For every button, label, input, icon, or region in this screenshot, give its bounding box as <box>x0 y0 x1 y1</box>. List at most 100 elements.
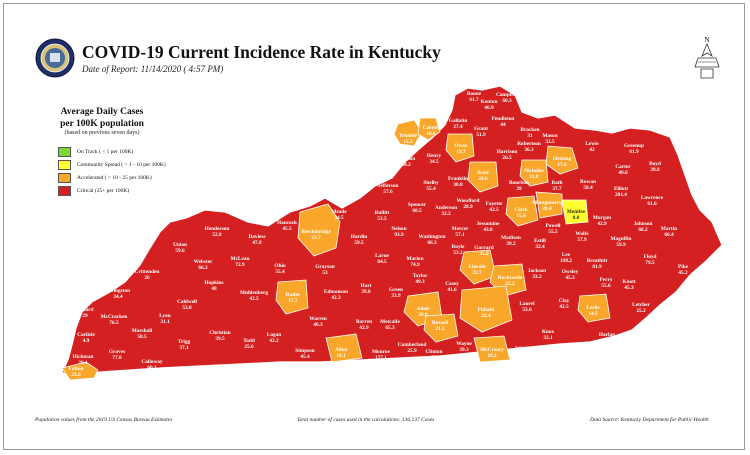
todd-county-name: Todd <box>243 338 255 344</box>
simpson-county-name: Simpson <box>295 348 314 354</box>
report-date: Date of Report: 11/14/2020 ( 4:57 PM) <box>82 64 224 74</box>
map-title: COVID-19 Current Incidence Rate in Kentu… <box>82 42 441 62</box>
legend-title: Average Daily Cases per 100K population <box>47 106 157 130</box>
elliott-county-rate: 201.4 <box>615 192 627 198</box>
greenup-county-name: Greenup <box>624 143 644 149</box>
jessamine-county-rate: 43.8 <box>483 227 493 233</box>
laurel-county-rate: 53.6 <box>522 307 532 313</box>
legend-label: Accelerated ( > 10 - 25 per 100K) <box>77 174 152 181</box>
franklin-county-name: Franklin <box>448 176 468 182</box>
hopkins-county-rate: 48 <box>211 286 217 292</box>
legend-label: Critical (25+ per 100K) <box>77 187 130 194</box>
hart-county-name: Hart <box>361 283 372 289</box>
casey-county-rate: 41.6 <box>447 287 457 293</box>
russell-county-rate: 21.5 <box>435 326 445 332</box>
harlan-county-rate: 34.1 <box>602 338 612 344</box>
powell-county-name: Powell <box>545 223 561 229</box>
garrard-county-name: Garrard <box>474 245 493 251</box>
lewis-county-name: Lewis <box>585 141 598 147</box>
knott-county-rate: 45.3 <box>624 285 634 291</box>
harrison-county-rate: 26.5 <box>502 155 512 161</box>
logan-county-rate: 42.2 <box>269 338 279 344</box>
clay-county-name: Clay <box>559 298 570 304</box>
accelerated-county-shapes <box>61 117 611 381</box>
legend-title-line1: Average Daily Cases <box>60 107 144 117</box>
laurel-county-name: Laurel <box>519 301 535 307</box>
kenton-county-name: Kenton <box>481 99 498 105</box>
legend: On Track ( < 1 per 100K) Community Spread… <box>58 145 166 197</box>
carroll-county-rate: 18.8 <box>426 131 436 137</box>
floyd-county-rate: 79.5 <box>645 260 655 266</box>
rockcastle-county-name: Rockcastle <box>498 275 523 281</box>
henry-county-name: Henry <box>427 153 442 159</box>
letcher-county-rate: 25.2 <box>636 308 646 314</box>
campbell-county-name: Campbell <box>496 92 519 98</box>
mercer-county-name: Mercer <box>452 226 469 232</box>
meade-county-name: Meade <box>331 209 347 215</box>
taylor-county-name: Taylor <box>413 273 428 279</box>
mason-county-name: Mason <box>542 133 557 139</box>
legend-swatch <box>58 185 71 196</box>
leslie-county-rate: 14.5 <box>588 311 598 317</box>
wayne-county-rate: 39.3 <box>459 347 469 353</box>
hancock-county-name: Hancock <box>277 220 297 226</box>
mccreary-county-name: McCreary <box>480 347 504 353</box>
butler-county-rate: 17.7 <box>288 298 298 304</box>
pike-county-name: Pike <box>678 264 689 270</box>
spencer-county-name: Spencer <box>408 202 427 208</box>
mccreary-county-shape <box>473 335 511 363</box>
madison-county-rate: 39.2 <box>506 241 516 247</box>
fulton-county-rate: 23.9 <box>71 372 81 378</box>
trigg-county-rate: 37.1 <box>179 345 189 351</box>
oldham-county-rate: 34.2 <box>401 162 411 168</box>
lincoln-county-shape <box>459 249 497 285</box>
footer-population-note: Population values from the 2019 US Censu… <box>35 417 173 423</box>
edmonson-county-rate: 42.3 <box>331 295 341 301</box>
legend-swatch <box>58 159 71 170</box>
boyle-county-name: Boyle <box>452 244 465 250</box>
legend-note: (based on previous seven days) <box>64 130 140 136</box>
russell-county-name: Russell <box>432 320 449 326</box>
allen-county-name: Allen <box>335 347 347 353</box>
footer-total-cases: Total number of cases used in the calcul… <box>297 417 435 423</box>
larue-county-rate: 64.5 <box>377 259 387 265</box>
owsley-county-rate: 45.3 <box>565 275 575 281</box>
ohio-county-name: Ohio <box>274 263 286 269</box>
letcher-county-name: Letcher <box>632 302 650 308</box>
map-frame <box>3 3 745 450</box>
fulton-county-name: Fulton <box>68 366 83 372</box>
greenup-county-rate: 61.9 <box>629 149 639 155</box>
magoffin-county-name: Magoffin <box>611 236 632 242</box>
mason-county-rate: 33.5 <box>545 139 555 145</box>
ohio-county-rate: 55.4 <box>275 269 285 275</box>
pulaski-county-shape <box>459 285 513 333</box>
marion-county-name: Marion <box>406 256 423 262</box>
green-county-rate: 33.9 <box>391 293 401 299</box>
lincoln-county-rate: 22.7 <box>472 270 482 276</box>
gallatin-county-name: Gallatin <box>449 118 468 124</box>
kentucky-seal-logo <box>35 38 75 78</box>
morgan-county-name: Morgan <box>593 215 611 221</box>
henry-county-rate: 34.5 <box>429 159 439 165</box>
mclean-county-name: McLean <box>231 256 250 262</box>
legend-swatch <box>58 172 71 183</box>
breckinridge-county-name: Breckinridge <box>301 229 331 235</box>
garrard-county-rate: 35.9 <box>479 251 489 257</box>
jessamine-county-name: Jessamine <box>477 221 501 227</box>
johnson-county-name: Johnson <box>634 221 653 227</box>
rockcastle-county-rate: 22.2 <box>505 281 515 287</box>
henderson-county-name: Henderson <box>205 226 230 232</box>
washington-county-name: Washington <box>418 234 445 240</box>
livingston-county-name: Livingston <box>106 288 130 294</box>
magoffin-county-rate: 59.9 <box>616 242 626 248</box>
campbell-county-rate: 60.3 <box>502 98 512 104</box>
trimble-county-name: Trimble <box>399 133 418 139</box>
fulton-county-shape <box>61 361 99 381</box>
hancock-county-rate: 45.5 <box>282 226 292 232</box>
harrison-county-name: Harrison <box>497 149 518 155</box>
martin-county-name: Martin <box>661 226 677 232</box>
legend-item: Accelerated ( > 10 - 25 per 100K) <box>58 171 166 184</box>
carter-county-rate: 49.6 <box>618 170 628 176</box>
legend-label: On Track ( < 1 per 100K) <box>77 148 134 155</box>
owsley-county-name: Owsley <box>562 269 579 275</box>
